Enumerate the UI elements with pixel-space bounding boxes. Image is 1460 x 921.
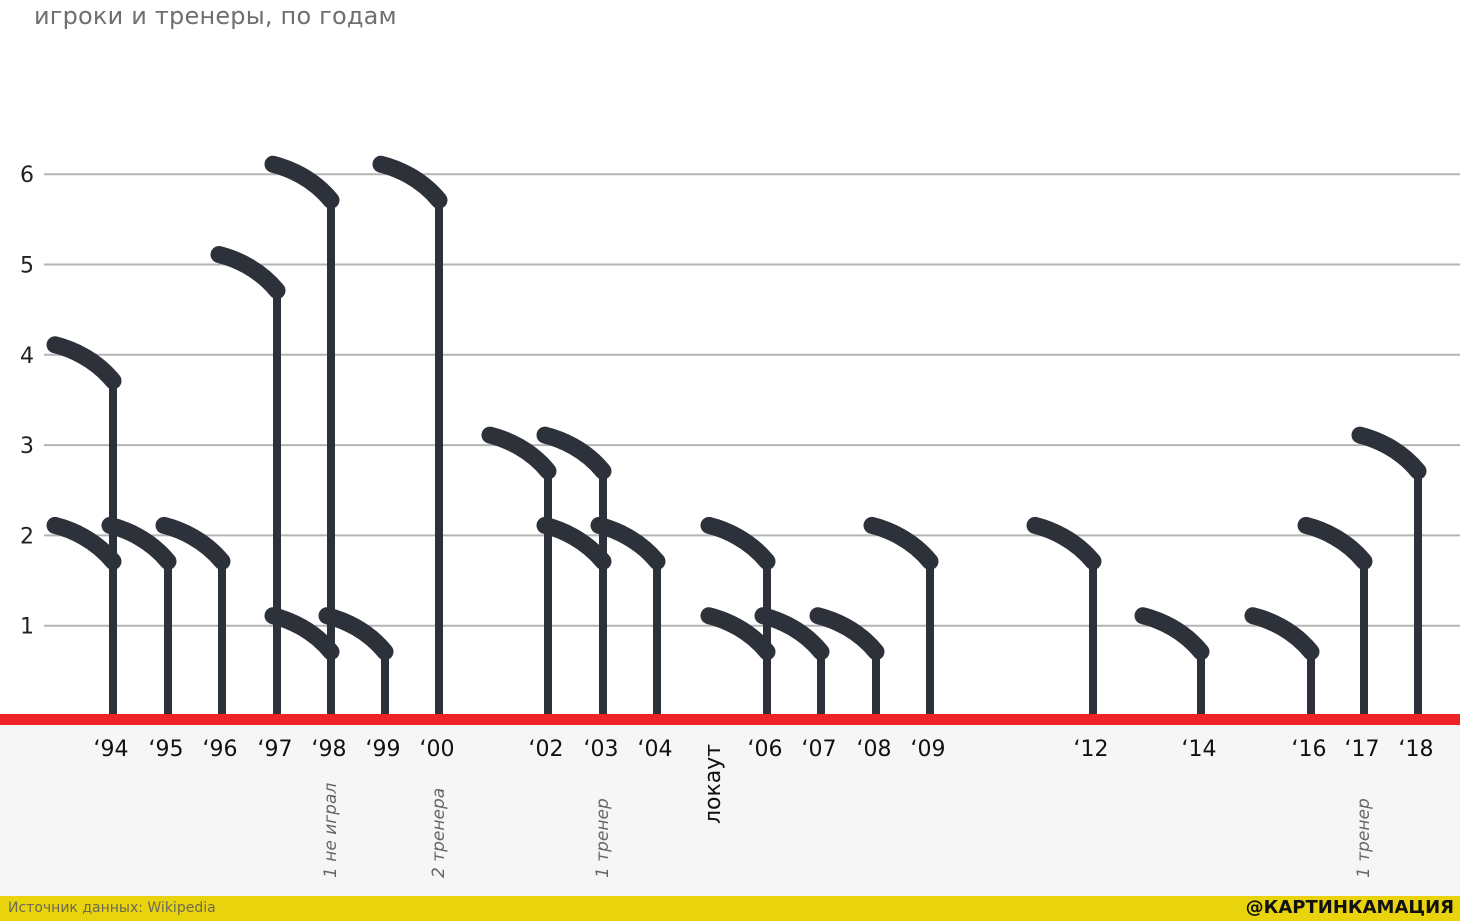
x-label-1996: ‘96 [203, 737, 238, 762]
x-label-1999: ‘99 [366, 737, 401, 762]
season-notes: 1 не играл 2 тренера 1 тренер 1 тренер [321, 783, 1374, 878]
y-tick-5: 5 [20, 254, 34, 279]
stick-2007-1 [754, 607, 830, 720]
x-label-1994: ‘94 [94, 737, 129, 762]
stick-1999-1 [318, 607, 394, 720]
y-tick-6: 6 [20, 163, 34, 188]
x-axis-labels: ‘94 ‘95 ‘96 ‘97 ‘98 ‘99 ‘00 ‘02 ‘03 ‘04 локаут ‘06 ‘… [94, 737, 1434, 824]
x-label-2018: ‘18 [1399, 737, 1434, 762]
credit-label: @КАРТИНКАМАЦИЯ [1245, 897, 1454, 918]
y-tick-1: 1 [20, 615, 34, 640]
source-note: Источник данных: Wikipedia [8, 900, 216, 916]
x-label-2000: ‘00 [420, 737, 455, 762]
gridlines [44, 173, 1460, 627]
note-2003: 1 тренер [593, 798, 613, 878]
x-label-1998: ‘98 [312, 737, 347, 762]
x-label-2009: ‘09 [911, 737, 946, 762]
stick-2012-2 [1026, 516, 1102, 720]
x-label-1997: ‘97 [258, 737, 293, 762]
stick-1995-2 [101, 516, 177, 720]
y-tick-2: 2 [20, 524, 34, 549]
stick-2009-2 [863, 516, 939, 720]
x-label-2014: ‘14 [1182, 737, 1217, 762]
stick-2014-1 [1134, 607, 1210, 720]
stick-1998-6 [264, 155, 340, 720]
x-label-2008: ‘08 [857, 737, 892, 762]
note-1998: 1 не играл [321, 783, 341, 878]
hockey-stick-chart: 1 2 3 4 5 6 ‘94 ‘95 ‘96 ‘97 ‘98 ‘99 ‘00 ‘02 ‘03 ‘04 лок… [0, 155, 1460, 896]
stick-2004-2 [590, 516, 666, 720]
y-axis-ticks: 1 2 3 4 5 6 [20, 163, 34, 640]
x-label-2012: ‘12 [1074, 737, 1109, 762]
stick-1994-2 [46, 516, 122, 720]
note-2017: 1 тренер [1354, 798, 1374, 878]
stick-2003-2 [536, 516, 612, 720]
stick-2016-1 [1244, 607, 1320, 720]
x-label-2004: ‘04 [638, 737, 673, 762]
note-2000: 2 тренера [429, 788, 449, 878]
red-baseline [0, 714, 1460, 725]
sticks [46, 155, 1427, 720]
stick-2008-1 [809, 607, 885, 720]
stick-2002-3 [481, 426, 557, 720]
lower-band [0, 720, 1460, 896]
stick-1998-1 [264, 607, 340, 720]
stick-2000-6 [372, 155, 448, 720]
stick-2006-1 [700, 607, 776, 720]
chart-title: игроки и тренеры, по годам [34, 2, 397, 30]
x-label-2003: ‘03 [584, 737, 619, 762]
x-label-2007: ‘07 [802, 737, 837, 762]
x-label-1995: ‘95 [149, 737, 184, 762]
x-label-2006: ‘06 [748, 737, 783, 762]
stick-2017-2 [1297, 516, 1373, 720]
x-label-2016: ‘16 [1292, 737, 1327, 762]
x-label-2017: ‘17 [1345, 737, 1380, 762]
stick-2018-3 [1351, 426, 1427, 720]
stick-1996-2 [155, 516, 231, 720]
y-tick-3: 3 [20, 434, 34, 459]
footer-bar: Источник данных: Wikipedia @КАРТИНКАМАЦИ… [0, 896, 1460, 921]
stick-1997-5 [210, 246, 286, 720]
x-label-2002: ‘02 [529, 737, 564, 762]
x-label-lockout: локаут [701, 744, 726, 824]
y-tick-4: 4 [20, 344, 34, 369]
